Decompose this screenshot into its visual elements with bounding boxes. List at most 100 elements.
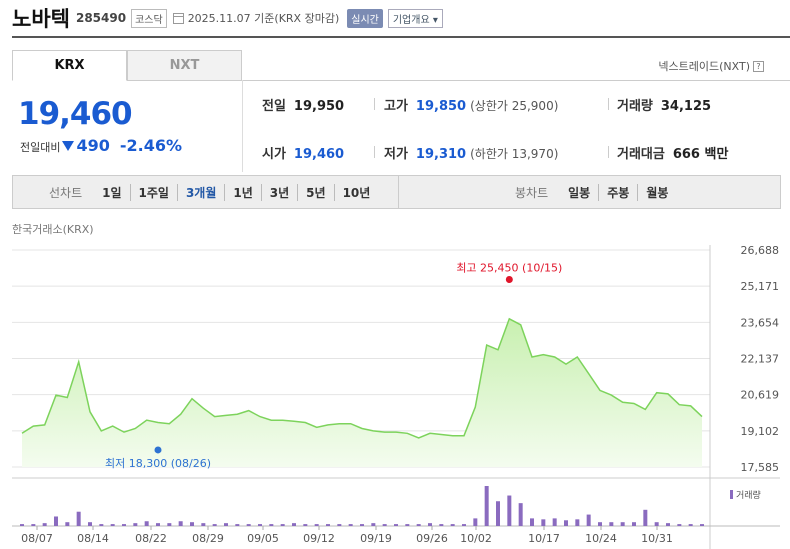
volume-bar bbox=[258, 524, 262, 526]
volume-bar bbox=[201, 523, 206, 526]
volume-bar bbox=[518, 503, 523, 526]
volume-bar bbox=[620, 522, 625, 526]
x-tick-label: 09/12 bbox=[303, 532, 335, 545]
candle-monthly[interactable]: 월봉 bbox=[637, 183, 676, 201]
stat-prev: 전일 19,950 bbox=[262, 95, 344, 114]
volume-bar bbox=[382, 524, 387, 526]
x-tick-label: 09/05 bbox=[247, 532, 279, 545]
volume-bar bbox=[700, 524, 704, 526]
change-amount: 490 bbox=[76, 136, 110, 155]
volume-bar bbox=[280, 524, 285, 526]
header-divider bbox=[12, 36, 790, 38]
volume-bar bbox=[303, 524, 308, 526]
price-area bbox=[22, 318, 702, 467]
stat-open-label: 시가 bbox=[262, 147, 286, 162]
y-tick-label: 23,654 bbox=[741, 316, 780, 329]
y-tick-label: 22,137 bbox=[741, 352, 780, 365]
volume-bar bbox=[496, 501, 500, 526]
volume-bar bbox=[235, 524, 240, 526]
volume-bar bbox=[462, 524, 466, 526]
volume-bar bbox=[20, 524, 24, 526]
volume-bar bbox=[292, 523, 296, 526]
volume-bar bbox=[88, 522, 92, 526]
volume-bar bbox=[144, 521, 149, 526]
realtime-button[interactable]: 실시간 bbox=[347, 8, 383, 28]
volume-bar bbox=[167, 523, 172, 526]
volume-bar bbox=[76, 511, 81, 526]
stat-separator bbox=[608, 98, 609, 110]
volume-bar bbox=[688, 524, 693, 526]
volume-legend-swatch bbox=[730, 490, 733, 499]
change-percent: -2.46% bbox=[119, 136, 183, 155]
stat-high-label: 고가 bbox=[384, 99, 408, 114]
tab-nxt[interactable]: NXT bbox=[127, 50, 242, 81]
volume-bar bbox=[564, 520, 568, 526]
x-tick-label: 08/14 bbox=[77, 532, 109, 545]
company-overview-dropdown[interactable]: 기업개요 ▾ bbox=[387, 8, 443, 28]
period-1w[interactable]: 1주일 bbox=[129, 183, 177, 201]
stat-high-limit: (상한가 25,900) bbox=[470, 99, 559, 113]
volume-bar bbox=[473, 518, 478, 526]
candle-weekly[interactable]: 주봉 bbox=[598, 183, 637, 201]
tab-krx[interactable]: KRX bbox=[12, 50, 127, 81]
stock-name: 노바텍 bbox=[12, 7, 70, 31]
stat-low-label: 저가 bbox=[384, 147, 408, 162]
x-tick-label: 10/17 bbox=[528, 532, 560, 545]
stat-prev-value: 19,950 bbox=[293, 99, 345, 114]
volume-bar bbox=[609, 522, 614, 526]
stat-separator bbox=[374, 98, 375, 110]
stock-code: 285490 bbox=[75, 11, 127, 25]
volume-bar bbox=[666, 523, 670, 526]
stat-high: 고가 19,850 (상한가 25,900) bbox=[384, 95, 558, 114]
nxt-link[interactable]: 넥스트레이드(NXT) ? bbox=[658, 58, 764, 74]
market-badge: 코스닥 bbox=[131, 8, 167, 28]
change-label: 전일대비 bbox=[20, 141, 61, 154]
period-1d[interactable]: 1일 bbox=[102, 185, 122, 200]
x-tick-label: 10/24 bbox=[585, 532, 617, 545]
stat-volume: 거래량 34,125 bbox=[617, 95, 711, 114]
volume-bar bbox=[65, 522, 70, 526]
stat-prev-label: 전일 bbox=[262, 99, 286, 114]
stat-high-value: 19,850 bbox=[415, 99, 467, 114]
period-bar-divider bbox=[398, 175, 399, 209]
period-5y[interactable]: 5년 bbox=[297, 183, 333, 201]
stat-separator bbox=[374, 146, 375, 158]
stat-amount: 거래대금 666 백만 bbox=[617, 143, 728, 162]
volume-bar bbox=[371, 523, 376, 526]
volume-bar bbox=[156, 523, 160, 526]
stat-separator bbox=[608, 146, 609, 158]
price-change: 전일대비 490 -2.46% bbox=[20, 136, 182, 155]
volume-bar bbox=[269, 524, 274, 526]
candle-daily[interactable]: 일봉 bbox=[568, 185, 591, 200]
stock-header: 노바텍 285490 코스닥 2025.11.07 기준(KRX 장마감) 실시… bbox=[12, 4, 443, 32]
volume-bar bbox=[394, 524, 398, 526]
volume-bar bbox=[360, 524, 364, 526]
volume-legend-label: 거래량 bbox=[736, 491, 761, 501]
y-tick-label: 26,688 bbox=[741, 244, 780, 257]
volume-bar bbox=[246, 524, 251, 526]
help-icon[interactable]: ? bbox=[753, 60, 764, 72]
stat-volume-value: 34,125 bbox=[660, 99, 712, 114]
price-chart: 26,688 25,171 23,654 22,137 20,619 19,102 17,5… bbox=[12, 244, 780, 549]
volume-bar bbox=[99, 524, 104, 526]
quote-date: 2025.11.07 기준(KRX 장마감) bbox=[187, 12, 340, 25]
calendar-icon bbox=[172, 12, 184, 24]
volume-legend: 거래량 bbox=[730, 488, 761, 501]
period-3y[interactable]: 3년 bbox=[260, 183, 297, 201]
low-label: 최저 18,300 (08/26) bbox=[105, 457, 211, 470]
high-point bbox=[505, 276, 513, 284]
volume-bar bbox=[133, 523, 138, 526]
x-tick-label: 09/26 bbox=[416, 532, 448, 545]
period-1y[interactable]: 1년 bbox=[224, 183, 260, 201]
volume-bar bbox=[598, 522, 602, 526]
volume-bar bbox=[337, 524, 342, 526]
stat-open: 시가 19,460 bbox=[262, 143, 344, 162]
volume-bar bbox=[178, 521, 183, 526]
volume-bar bbox=[632, 522, 636, 526]
volume-bar bbox=[541, 519, 546, 526]
period-10y[interactable]: 10년 bbox=[333, 183, 379, 201]
volume-bar bbox=[654, 522, 659, 526]
period-3m[interactable]: 3개월 bbox=[176, 183, 224, 201]
volume-bar bbox=[416, 524, 421, 526]
stat-low: 저가 19,310 (하한가 13,970) bbox=[384, 143, 558, 162]
